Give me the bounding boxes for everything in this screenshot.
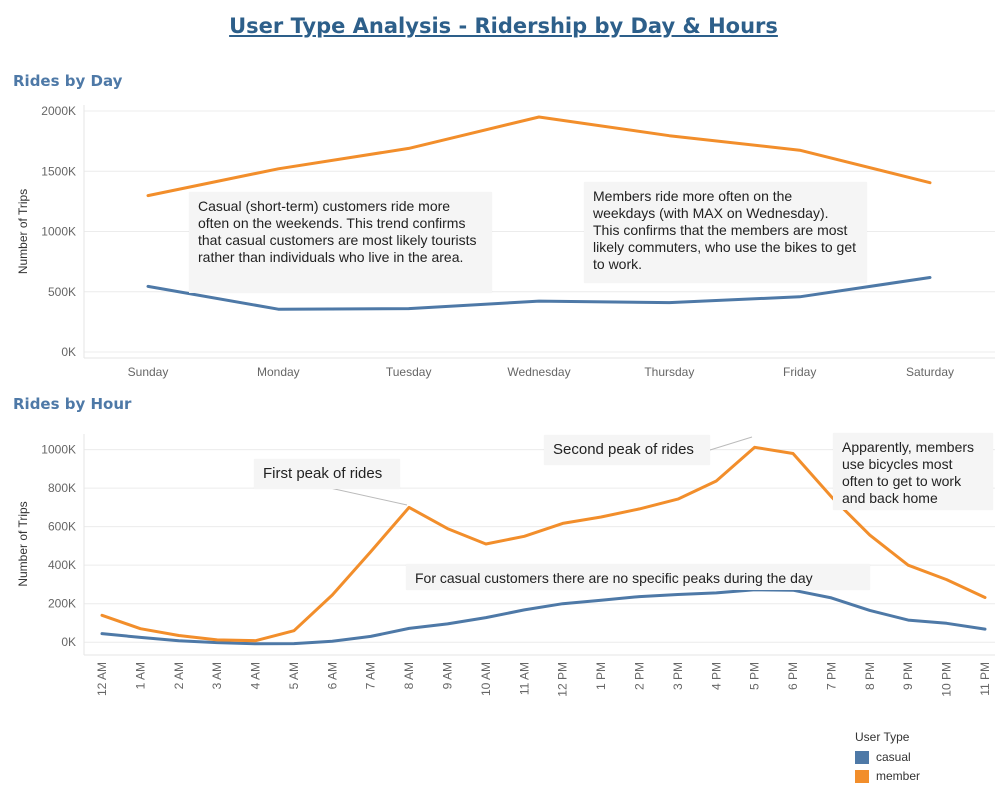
hour-x-tick-label: 12 PM [556,662,570,697]
day-y-tick-label: 1000K [41,225,76,239]
hour-y-tick-label: 200K [48,597,76,611]
hour-x-tick-label: 10 PM [940,662,954,697]
day-x-tick-label: Thursday [644,365,694,379]
hour-x-tick-label: 12 AM [95,662,109,696]
day-chart-title: Rides by Day [13,72,123,90]
annotation-members-weekdays: Members ride more often on the weekdays … [584,182,867,283]
day-y-tick-label: 0K [61,345,76,359]
hour-chart-title: Rides by Hour [13,395,132,413]
hour-x-tick-label: 9 PM [901,662,915,690]
day-x-tick-label: Tuesday [386,365,432,379]
hour-x-tick-label: 1 AM [133,662,147,689]
day-series-member-line [146,115,932,198]
legend-item-member[interactable]: member [855,769,920,783]
legend-swatch-casual [855,750,869,764]
hour-x-tick-label: 5 PM [748,662,762,690]
hour-y-tick-label: 400K [48,558,76,572]
hour-x-tick-label: 1 PM [594,662,608,690]
day-x-tick-label: Saturday [906,365,954,379]
hour-series-casual-line [100,588,987,646]
hour-x-tick-label: 7 AM [364,662,378,689]
hour-x-tick-label: 11 AM [517,662,531,695]
legend-title: User Type [855,730,910,744]
hour-y-axis-title: Number of Trips [16,501,30,586]
hour-y-tick-label: 0K [61,635,76,649]
hour-y-tick-label: 800K [48,481,76,495]
hour-x-tick-label: 10 AM [479,662,493,696]
day-series-casual-line [146,276,932,311]
hour-x-tick-label: 8 AM [402,662,416,689]
day-y-tick-label: 2000K [41,104,76,118]
second-peak-leader [709,436,753,451]
annotation-casual-no-peaks: For casual customers there are no specif… [406,564,870,590]
annotation-casual-weekends: Casual (short-term) customers ride more … [189,192,492,293]
hour-x-tick-label: 11 PM [978,662,992,696]
annotation-members-commute: Apparently, members use bicycles most of… [833,433,993,510]
legend-item-casual[interactable]: casual [855,750,920,764]
hour-x-tick-label: 9 AM [441,662,455,689]
hour-x-tick-label: 6 PM [786,662,800,690]
hour-x-tick-label: 6 AM [325,662,339,689]
hour-x-tick-label: 5 AM [287,662,301,689]
first-peak-leader [329,487,408,506]
hour-x-tick-label: 3 PM [671,662,685,690]
hour-y-tick-label: 1000K [41,443,76,457]
legend-label-member: member [876,769,921,783]
legend-swatch-member [855,769,869,783]
day-y-axis-title: Number of Trips [16,189,30,274]
hour-x-tick-label: 2 PM [632,662,646,690]
legend-label-casual: casual [876,750,911,764]
day-y-tick-label: 1500K [41,164,76,178]
day-x-tick-label: Monday [257,365,300,379]
hour-x-tick-label: 8 PM [863,662,877,690]
hour-x-tick-label: 7 PM [824,662,838,690]
annotation-first-peak: First peak of rides [254,459,400,489]
hour-y-tick-label: 600K [48,520,76,534]
annotation-second-peak: Second peak of rides [544,435,710,465]
hour-x-tick-label: 4 AM [249,662,263,689]
day-x-tick-label: Friday [783,365,816,379]
page-title: User Type Analysis - Ridership by Day & … [229,14,778,38]
legend: User Type casual member [855,730,920,788]
hour-x-tick-label: 3 AM [210,662,224,689]
day-y-tick-label: 500K [48,285,76,299]
hour-x-tick-label: 4 PM [709,662,723,690]
hour-x-tick-label: 2 AM [172,662,186,689]
day-x-tick-label: Sunday [128,365,169,379]
day-x-tick-label: Wednesday [507,365,570,379]
